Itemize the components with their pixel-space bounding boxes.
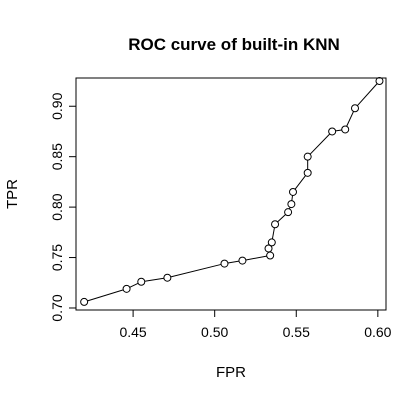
roc-point: [264, 244, 273, 253]
y-tick-label: 0.75: [49, 244, 65, 271]
roc-line-segment: [129, 282, 139, 288]
roc-line-segment: [87, 289, 124, 302]
roc-point: [122, 284, 131, 293]
y-tick-label: 0.90: [49, 92, 65, 119]
roc-point: [163, 273, 172, 282]
y-axis-label: TPR: [4, 179, 21, 209]
roc-line-segment: [291, 195, 294, 201]
roc-point: [341, 125, 350, 134]
roc-point: [267, 238, 276, 247]
x-axis-label: FPR: [216, 364, 246, 381]
roc-line-segment: [335, 129, 342, 132]
roc-point: [271, 220, 280, 229]
roc-point: [80, 297, 89, 306]
x-tick-label: 0.60: [364, 324, 391, 340]
y-tick-label: 0.85: [49, 143, 65, 170]
roc-point: [375, 77, 384, 86]
roc-line-segment: [227, 260, 240, 264]
x-tick-label: 0.50: [201, 324, 228, 340]
roc-line-segment: [277, 214, 286, 223]
roc-line-segment: [170, 263, 222, 278]
y-axis: 0.70 0.75 0.80 0.85 0.90: [49, 92, 76, 322]
roc-point: [238, 256, 247, 265]
roc-point: [284, 208, 293, 217]
x-axis: 0.45 0.50 0.55 0.60: [119, 310, 392, 340]
roc-line-segment: [245, 255, 267, 261]
roc-line-segment: [271, 227, 275, 240]
roc-point: [328, 127, 337, 136]
roc-point: [303, 152, 312, 161]
roc-point: [351, 104, 359, 113]
x-tick-label: 0.45: [119, 324, 146, 340]
y-tick-label: 0.70: [49, 294, 65, 321]
roc-line-segment: [144, 277, 164, 282]
roc-point: [303, 168, 312, 177]
roc-line-segment: [309, 133, 331, 155]
roc-point: [287, 200, 296, 209]
roc-line-segment: [346, 111, 354, 127]
plot-frame: [75, 77, 387, 311]
roc-point: [266, 251, 275, 260]
roc-point: [220, 259, 229, 268]
chart-title: ROC curve of built-in KNN: [128, 35, 340, 54]
roc-point: [289, 187, 297, 196]
roc-line-segment: [294, 175, 306, 190]
y-tick-label: 0.80: [49, 193, 65, 220]
roc-point: [137, 277, 146, 286]
x-tick-label: 0.55: [283, 324, 310, 340]
roc-series: [80, 77, 384, 306]
roc-line-segment: [356, 83, 378, 106]
